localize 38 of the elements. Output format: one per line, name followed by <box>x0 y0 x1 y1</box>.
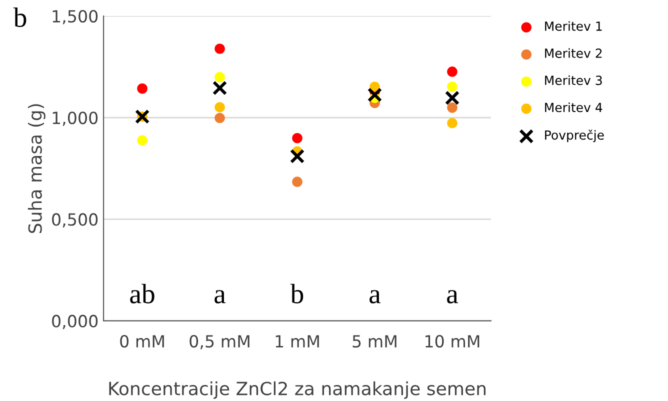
point <box>447 82 458 92</box>
legend-label: Meritev 3 <box>545 75 602 86</box>
annotation: a <box>370 290 381 304</box>
annotation: a <box>214 290 226 304</box>
x-tick-label: 0 mM <box>120 334 164 348</box>
x-tick-label: 0,5 mM <box>190 334 250 350</box>
y-tick-label: 0,500 <box>52 213 98 228</box>
point <box>214 72 225 82</box>
x-tick-label: 10 mM <box>426 334 480 348</box>
y-tick-label: 1,000 <box>52 112 98 126</box>
legend-label: Meritev 4 <box>545 102 602 112</box>
y-axis-title: Suha masa (g) <box>28 104 46 234</box>
point <box>367 88 382 102</box>
y-tick-label: 1,500 <box>52 10 98 24</box>
point <box>214 102 225 112</box>
point <box>444 90 460 106</box>
point <box>212 80 228 96</box>
point <box>292 132 302 144</box>
annotation: b <box>290 284 304 304</box>
legend-label: Meritev 1 <box>545 21 602 31</box>
x-tick-label: 1 mM <box>276 335 319 348</box>
legend-label: Meritev 2 <box>545 48 602 58</box>
y-tick-label: 0,000 <box>52 314 98 330</box>
text: b <box>13 7 26 28</box>
point <box>137 135 148 146</box>
point <box>290 148 305 164</box>
legend-label: Povprečje <box>545 130 604 142</box>
x-axis-title: Koncentracije ZnCl2 za namakanje semen <box>109 381 486 399</box>
point <box>214 112 225 124</box>
point <box>447 118 458 128</box>
annotation: a <box>447 290 458 304</box>
point <box>447 102 458 113</box>
annotation: ab <box>130 284 154 304</box>
x-tick-label: 5 mM <box>352 335 396 348</box>
point <box>447 66 458 77</box>
point <box>137 83 148 94</box>
point <box>292 176 302 187</box>
point <box>214 44 225 54</box>
